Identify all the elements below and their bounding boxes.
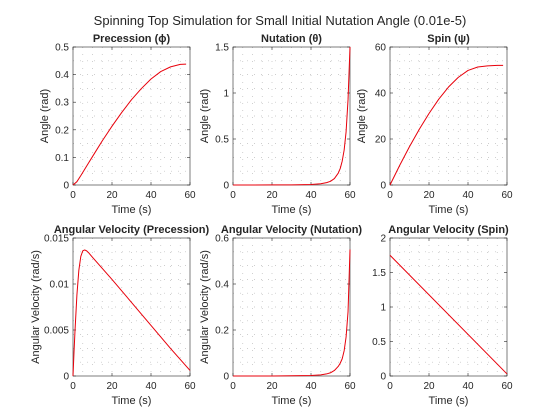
x-tick-label: 0 [70,381,76,392]
x-axis-label: Time (s) [272,395,312,407]
x-tick-label: 60 [501,381,513,392]
y-tick-label: 0.5 [55,43,69,54]
y-tick-label: 1 [223,89,229,100]
series-line [233,47,350,185]
x-tick-label: 20 [423,190,435,201]
y-axis-label: Angle (rad) [199,89,211,143]
x-axis-label: Time (s) [112,395,152,407]
subplot-title: Spin (ψ) [427,33,470,45]
y-tick-label: 0.01 [50,280,70,291]
x-tick-label: 20 [106,190,118,201]
y-tick-label: 0.3 [55,98,69,109]
y-tick-label: 40 [375,89,387,100]
x-tick-label: 0 [230,190,236,201]
subplot-3: 0 20 40 60 0 20 40 60 Spin (ψ) Time (s) Angle (rad… [356,33,513,216]
y-tick-label: 1 [380,303,386,314]
x-axis-label: Time (s) [429,395,469,407]
subplot-title: Angular Velocity (Spin) [388,224,509,236]
x-tick-label: 60 [184,190,196,201]
y-tick-label: 1.5 [372,268,386,279]
series-line [73,64,186,185]
x-tick-label: 60 [344,381,356,392]
grid [73,47,190,185]
y-tick-label: 20 [375,135,387,146]
x-tick-label: 40 [462,190,474,201]
x-tick-label: 40 [145,381,157,392]
x-tick-label: 20 [106,381,118,392]
axes-box [390,238,507,376]
axes-box [73,47,190,185]
x-tick-label: 20 [266,190,278,201]
subplot-title: Precession (ϕ) [93,33,171,45]
x-axis-label: Time (s) [112,204,152,216]
y-axis-label: Angular Velocity (rad/s) [30,250,42,364]
x-axis-label: Time (s) [272,204,312,216]
x-tick-label: 0 [387,381,393,392]
y-tick-label: 0.2 [215,326,229,337]
y-tick-label: 2 [380,234,386,245]
y-tick-label: 0.5 [215,135,229,146]
grid [390,47,507,185]
x-tick-label: 40 [305,381,317,392]
x-tick-label: 60 [344,190,356,201]
y-tick-label: 0.5 [372,337,386,348]
grid [73,238,190,376]
axes-box [233,47,350,185]
y-tick-label: 0.4 [215,280,229,291]
y-tick-label: 60 [375,43,387,54]
x-tick-label: 0 [387,190,393,201]
y-tick-label: 0.005 [44,326,69,337]
x-tick-label: 0 [230,381,236,392]
y-tick-label: 0 [63,181,69,192]
axes-box [233,238,350,376]
y-tick-label: 0.2 [55,125,69,136]
y-tick-label: 0.4 [55,70,69,81]
y-axis-label: Angle (rad) [39,89,51,143]
y-tick-label: 1.5 [215,43,229,54]
x-tick-label: 60 [501,190,513,201]
grid [233,238,350,376]
x-tick-label: 20 [423,381,435,392]
series-line [390,65,503,185]
grid [233,47,350,185]
y-tick-label: 0 [223,372,229,383]
x-tick-label: 0 [70,190,76,201]
x-tick-label: 40 [462,381,474,392]
y-tick-label: 0 [223,181,229,192]
axes-box [390,47,507,185]
subplot-title: Angular Velocity (Precession) [54,224,210,236]
y-axis-label: Angle (rad) [356,89,368,143]
y-tick-label: 0.1 [55,153,69,164]
subplot-1: 0 20 40 60 0 0.1 0.2 0.3 0.4 0.5 Precession (ϕ) Tim… [39,33,196,216]
subplot-title: Nutation (θ) [261,33,322,45]
x-tick-label: 60 [184,381,196,392]
grid [390,238,507,376]
y-axis-label: Angular Velocity (rad/s) [199,250,211,364]
axes-box [73,238,190,376]
x-tick-label: 20 [266,381,278,392]
x-tick-label: 40 [305,190,317,201]
subplot-title: Angular Velocity (Nutation) [221,224,363,236]
subplot-2: 0 20 40 60 0 0.5 1 1.5 Nutation (θ) Time (s) Angle… [199,33,356,216]
y-tick-label: 0 [380,181,386,192]
y-tick-label: 0 [380,372,386,383]
y-tick-label: 0 [63,372,69,383]
x-axis-label: Time (s) [429,204,469,216]
figure-title: Spinning Top Simulation for Small Initia… [94,13,467,28]
x-tick-label: 40 [145,190,157,201]
